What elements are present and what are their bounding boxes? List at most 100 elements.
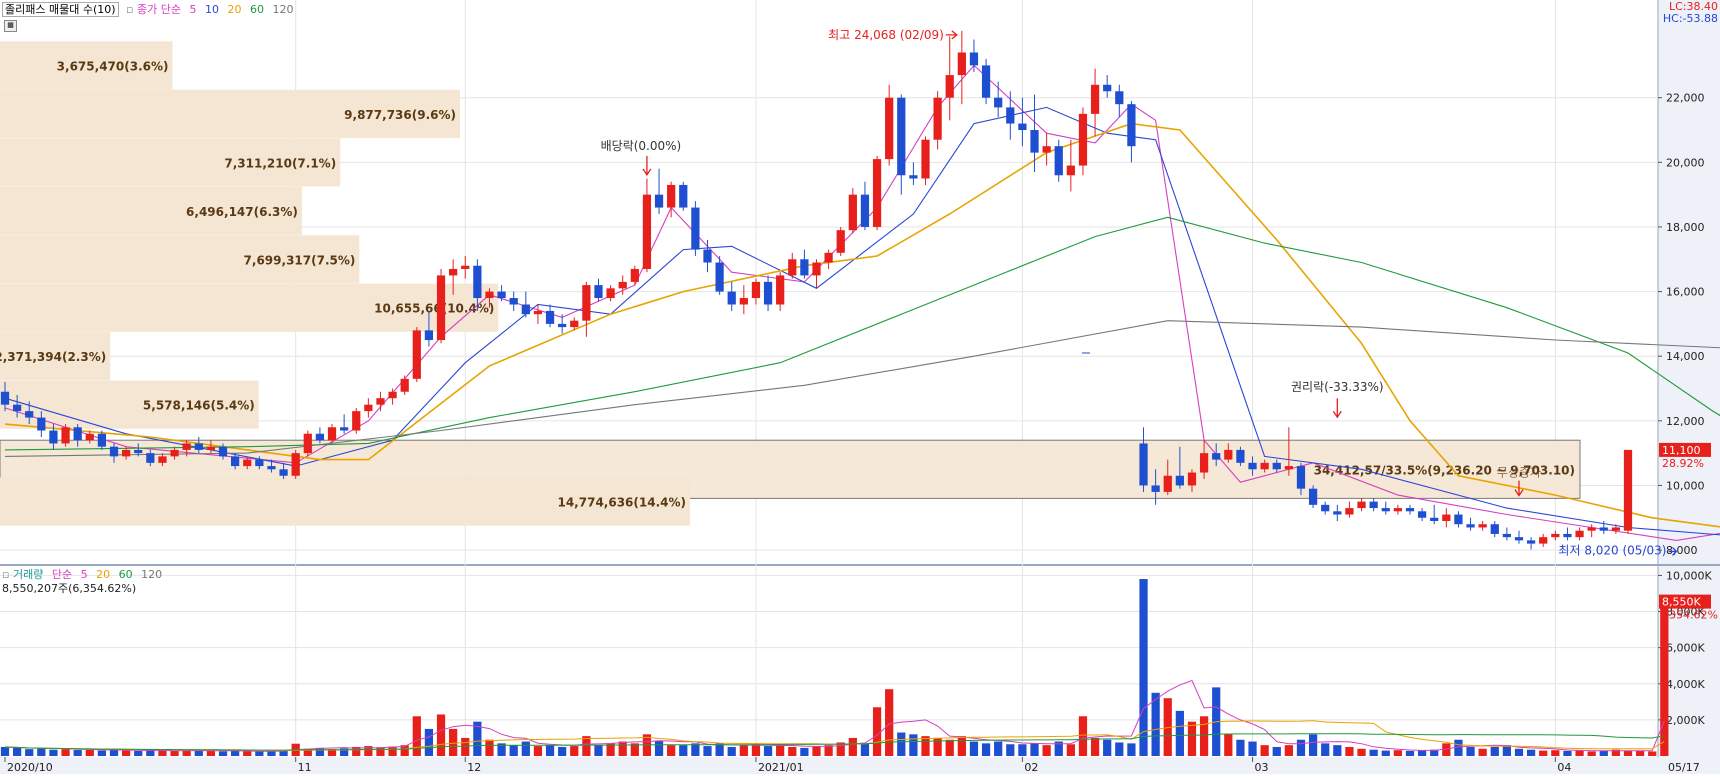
x-tick-label: 02: [1024, 761, 1038, 774]
volume-bar: [824, 745, 833, 756]
candle-body: [1466, 524, 1475, 528]
candle-body: [85, 433, 94, 441]
rights-label: 권리락(-33.33%): [1291, 380, 1384, 394]
candle: [1369, 498, 1378, 512]
grid-toggle-icon[interactable]: ▦: [4, 20, 17, 32]
candle: [1139, 427, 1148, 492]
volume-bar: [739, 745, 748, 756]
candle-body: [1260, 462, 1269, 470]
volume-bar: [436, 714, 446, 756]
volume-bar: [1369, 749, 1378, 756]
candle: [1321, 501, 1330, 515]
candle-body: [1236, 449, 1245, 463]
volume-bar: [1187, 721, 1197, 756]
candle-body: [981, 65, 991, 98]
volume-bar: [897, 732, 906, 756]
volume-bar: [1042, 745, 1051, 756]
volume-bar: [255, 751, 264, 756]
candle: [1199, 440, 1209, 479]
high-label: 최고 24,068 (02/09): [828, 28, 944, 42]
candle-body: [291, 453, 300, 476]
candle: [545, 304, 555, 328]
volume-bar: [1115, 742, 1124, 756]
volume-bar: [1357, 748, 1366, 756]
candle-body: [1514, 537, 1524, 541]
candle: [1442, 508, 1451, 528]
candle-body: [812, 262, 821, 276]
candle: [400, 375, 409, 395]
volume-bar: [909, 734, 918, 756]
last-volume-tag: [1659, 594, 1711, 609]
candle-body: [436, 275, 446, 341]
candle: [436, 268, 446, 344]
candle: [1054, 139, 1063, 182]
candle-body: [73, 427, 82, 441]
candle-body: [1103, 84, 1112, 92]
volume-bar: [61, 749, 70, 756]
volume-bar: [679, 745, 688, 756]
candle: [1103, 75, 1112, 98]
candle-body: [763, 281, 773, 305]
candle: [848, 188, 857, 234]
candle-body: [109, 446, 119, 457]
candle-body: [267, 466, 276, 470]
candle: [533, 304, 543, 324]
volume-bar: [1635, 750, 1645, 756]
candle: [12, 394, 22, 418]
volume-bar: [327, 749, 337, 756]
volume-bar: [836, 742, 845, 756]
candle-body: [182, 443, 191, 450]
candle-body: [1272, 462, 1281, 470]
event-label: 무상증자: [1497, 466, 1541, 480]
candle: [618, 275, 627, 295]
candle: [1345, 501, 1354, 518]
candle: [37, 411, 46, 437]
candle: [1006, 91, 1015, 140]
volume-bar: [376, 747, 385, 756]
candle: [1417, 508, 1427, 521]
volume-bar: [570, 746, 579, 756]
volume-bar: [1587, 751, 1596, 756]
volume-bar: [1030, 743, 1039, 756]
volume-bar: [485, 739, 494, 756]
candle-body: [800, 259, 809, 276]
candle: [1454, 511, 1463, 528]
candle-body: [691, 207, 700, 250]
volume-bar: [1405, 750, 1415, 756]
candle: [1115, 84, 1124, 118]
candle-body: [1199, 453, 1209, 473]
candle: [1248, 456, 1257, 476]
candle: [1478, 520, 1487, 531]
candle: [509, 291, 518, 311]
candle: [703, 239, 712, 273]
candle: [61, 424, 70, 447]
candle-body: [61, 427, 70, 444]
volume-bar: [388, 746, 397, 756]
volume-bar: [1454, 739, 1463, 756]
candle: [1078, 107, 1088, 176]
candle-body: [1551, 533, 1560, 538]
volume-header: ▫ 거래량 단순 5 20 60 120: [2, 568, 163, 581]
candle-body: [412, 330, 421, 379]
ma-10-label: 10: [205, 3, 219, 16]
volume-bar: [461, 737, 470, 756]
candle: [1175, 446, 1184, 489]
candle-body: [533, 310, 543, 315]
volume-bar: [315, 747, 325, 756]
candle-body: [570, 320, 579, 328]
volume-ma-60-line: [4, 733, 1665, 751]
candle: [1502, 527, 1511, 541]
volume-bar: [630, 743, 639, 756]
candle-body: [37, 417, 46, 431]
volume-bar: [12, 747, 22, 756]
candle: [485, 288, 494, 308]
candle-body: [497, 291, 506, 299]
volume-bar: [1648, 751, 1657, 756]
candle: [957, 30, 966, 105]
candle-body: [945, 75, 954, 98]
volume-bar: [860, 743, 870, 756]
candle: [1575, 527, 1584, 541]
volume-bar: [582, 736, 591, 756]
candle-body: [836, 230, 845, 253]
candle-body: [1212, 453, 1221, 460]
